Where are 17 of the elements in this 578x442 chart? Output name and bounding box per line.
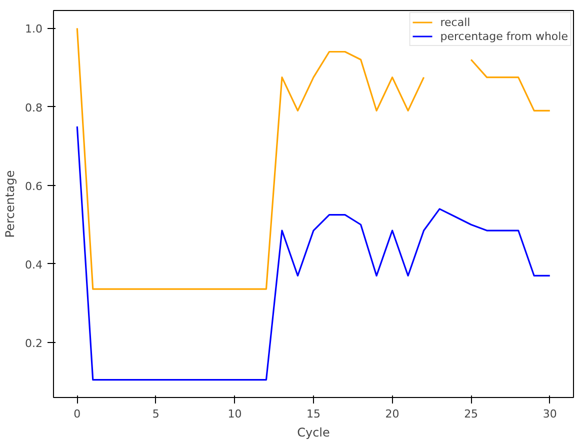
y-tick-label: 1.0 (25, 22, 43, 36)
x-tick-label: 20 (385, 408, 400, 420)
x-tick-label: 30 (542, 408, 557, 420)
line-series (76, 126, 551, 381)
x-tick-label: 0 (74, 408, 81, 420)
y-tick-label: 0.4 (25, 258, 43, 272)
y-tick-label: 0.8 (25, 101, 43, 114)
legend-label: percentage from whole (440, 29, 568, 43)
x-axis-title: Cycle (297, 426, 330, 440)
x-tick-label: 10 (228, 408, 242, 420)
x-tick-label: 15 (306, 408, 320, 420)
legend-label: recall (440, 15, 470, 29)
x-tick-label: 25 (464, 408, 478, 420)
x-tick-label: 5 (152, 408, 160, 420)
y-axis-title: Percentage (3, 170, 18, 238)
y-tick-label: 0.2 (25, 336, 43, 350)
y-tick-label: 0.6 (25, 180, 43, 193)
